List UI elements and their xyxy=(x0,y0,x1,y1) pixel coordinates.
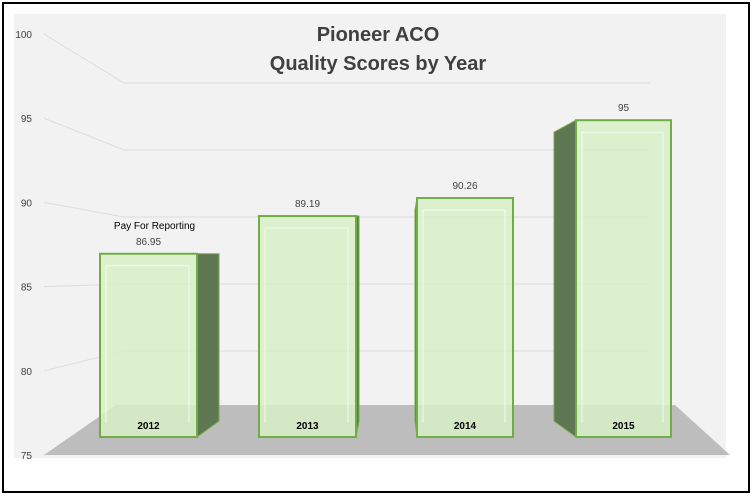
x-tick-label: 2013 xyxy=(296,421,319,432)
bar-side xyxy=(196,253,220,438)
y-tick-label: 90 xyxy=(21,198,33,209)
bar xyxy=(575,119,672,438)
chart-title: Pioneer ACO xyxy=(316,24,440,46)
bar-inner-edge xyxy=(264,227,349,423)
x-tick-label: 2014 xyxy=(454,421,477,432)
chart-subtitle: Quality Scores by Year xyxy=(269,53,487,75)
bar-inner-edge xyxy=(422,209,506,423)
y-tick-label: 75 xyxy=(21,451,33,462)
x-tick-label: 2012 xyxy=(137,421,160,432)
data-label: 86.95 xyxy=(136,237,161,248)
y-tick-label: 80 xyxy=(21,367,33,378)
y-tick-label: 85 xyxy=(21,283,33,294)
x-tick-label: 2015 xyxy=(612,421,635,432)
bar-side xyxy=(553,119,577,438)
data-label: 90.26 xyxy=(452,181,477,192)
bar xyxy=(416,197,514,438)
y-tick-label: 100 xyxy=(15,30,32,41)
bar-inner-edge xyxy=(581,131,664,423)
data-label: 89.19 xyxy=(295,199,320,210)
bar xyxy=(99,252,198,438)
y-tick-label: 95 xyxy=(21,114,33,125)
gridline xyxy=(43,117,650,151)
gridline xyxy=(43,33,650,84)
data-label: 95 xyxy=(618,103,630,114)
annotation-label: Pay For Reporting xyxy=(114,221,195,232)
bar-inner-edge xyxy=(105,265,190,423)
bar xyxy=(258,215,357,438)
